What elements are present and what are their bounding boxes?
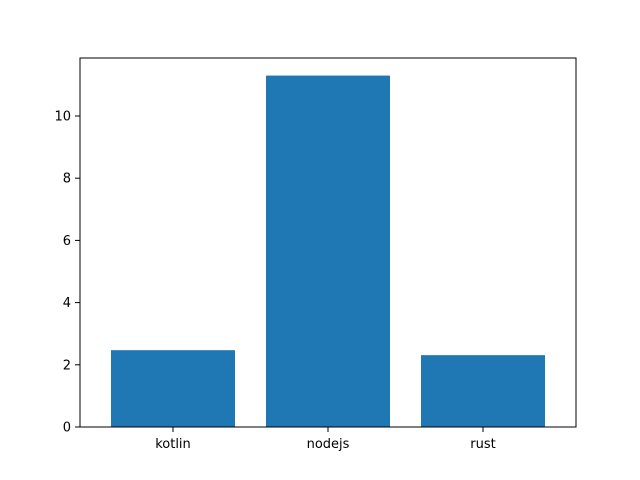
bar-series — [111, 75, 545, 428]
bar-nodejs — [266, 75, 390, 428]
bar-rust — [421, 355, 545, 427]
y-tick-label: 2 — [63, 358, 71, 373]
x-tick-label: rust — [470, 437, 495, 452]
y-tick-label: 0 — [63, 421, 71, 436]
y-tick-label: 4 — [63, 296, 71, 311]
x-tick-label: kotlin — [155, 437, 191, 452]
bar-kotlin — [111, 350, 235, 427]
x-tick-label: nodejs — [307, 437, 350, 452]
x-axis: kotlin nodejs rust — [155, 427, 496, 452]
y-tick-label: 8 — [63, 172, 71, 187]
plot-frame — [79, 57, 577, 428]
y-axis: 0 2 4 6 8 10 — [54, 110, 80, 436]
y-tick-label: 6 — [63, 234, 71, 249]
y-tick-label: 10 — [54, 110, 71, 125]
